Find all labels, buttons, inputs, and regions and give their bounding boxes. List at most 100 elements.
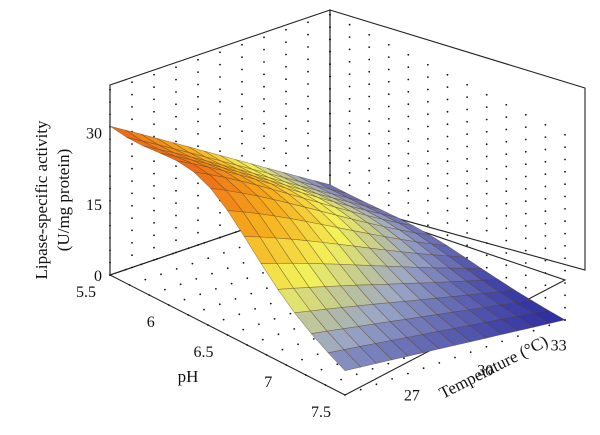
grid-dot <box>368 169 371 172</box>
grid-dot <box>263 159 265 162</box>
grid-dot <box>285 28 287 31</box>
grid-dot <box>368 33 371 36</box>
grid-dot <box>131 106 133 108</box>
grid-dot <box>131 229 133 232</box>
grid-dot <box>263 73 265 76</box>
grid-dot <box>172 252 174 255</box>
grid-dot <box>179 283 182 286</box>
grid-dot <box>297 343 299 346</box>
grid-dot <box>285 41 287 43</box>
grid-dot <box>505 140 508 143</box>
grid-dot <box>544 185 547 188</box>
grid-dot <box>466 195 468 197</box>
grid-dot <box>329 125 331 127</box>
grid-dot <box>505 276 508 279</box>
temperature-axis-ticks: 27 30 33 <box>404 337 567 404</box>
grid-dot <box>485 168 488 170</box>
grid-dot <box>241 155 243 157</box>
grid-dot <box>153 110 155 113</box>
grid-dot <box>505 227 508 230</box>
grid-dot <box>153 86 155 88</box>
grid-dot <box>285 78 287 81</box>
grid-dot <box>485 118 488 121</box>
grid-dot <box>348 48 351 51</box>
grid-dot <box>407 152 410 155</box>
grid-dot <box>368 58 371 61</box>
grid-dot <box>446 197 449 200</box>
grid-dot <box>466 232 468 234</box>
grid-dot <box>387 179 390 182</box>
grid-dot <box>505 252 508 254</box>
grid-dot <box>505 202 508 205</box>
grid-dot <box>273 318 276 320</box>
grid-dot <box>219 137 221 140</box>
grid-dot <box>234 298 237 300</box>
ph-tick-label: 6 <box>147 314 155 331</box>
grid-dot <box>466 120 468 123</box>
grid-dot <box>197 219 199 222</box>
grid-dot <box>131 167 133 170</box>
grid-dot <box>505 103 508 106</box>
grid-dot <box>197 83 199 86</box>
grid-dot <box>427 212 429 214</box>
grid-dot <box>454 356 456 359</box>
grid-dot <box>564 146 566 149</box>
grid-dot <box>564 294 566 297</box>
grid-dot <box>203 242 206 244</box>
surface-cell <box>327 349 362 372</box>
grid-dot <box>446 234 449 237</box>
grid-dot <box>387 43 390 46</box>
grid-dot <box>466 133 468 136</box>
grid-dot <box>564 257 566 260</box>
grid-dot <box>191 262 194 265</box>
grid-dot <box>250 292 253 295</box>
grid-dot <box>197 231 199 234</box>
grid-dot <box>329 50 331 53</box>
grid-dot <box>427 125 429 128</box>
grid-dot <box>277 333 280 336</box>
grid-dot <box>219 63 221 66</box>
grid-dot <box>241 118 243 120</box>
grid-dot <box>505 165 508 168</box>
grid-dot <box>307 132 309 135</box>
grid-dot <box>348 36 351 38</box>
grid-dot <box>329 26 331 28</box>
grid-dot <box>446 222 449 224</box>
grid-dot <box>197 108 199 111</box>
response-surface <box>109 125 566 372</box>
grid-dot <box>307 70 309 73</box>
right-back-wall <box>329 9 586 271</box>
grid-dot <box>263 98 265 100</box>
grid-dot <box>544 123 547 126</box>
grid-dot <box>348 110 351 113</box>
grid-dot <box>263 48 265 51</box>
grid-dot <box>466 182 468 185</box>
grid-dot <box>387 56 390 58</box>
grid-dot <box>329 112 331 115</box>
grid-dot <box>144 278 147 281</box>
grid-dot <box>422 367 425 370</box>
grid-dot <box>329 100 331 103</box>
grid-dot <box>307 169 309 172</box>
grid-dot <box>307 144 309 147</box>
grid-dot <box>387 130 390 133</box>
grid-dot <box>348 122 351 125</box>
grid-dot <box>407 66 410 68</box>
ph-tick-label: 7.5 <box>311 404 331 421</box>
grid-dot <box>307 58 309 61</box>
grid-dot <box>368 95 371 98</box>
grid-dot <box>307 107 309 110</box>
grid-dot <box>544 259 547 262</box>
ph-axis-ticks: 5.5 6 6.5 7 7.5 <box>76 284 331 421</box>
grid-dot <box>564 195 566 198</box>
grid-dot <box>241 43 243 46</box>
grid-dot <box>175 103 177 106</box>
grid-dot <box>501 340 503 343</box>
grid-dot <box>285 53 287 56</box>
grid-dot <box>446 73 449 76</box>
grid-dot <box>241 93 243 96</box>
grid-dot <box>131 254 133 257</box>
grid-dot <box>544 284 547 287</box>
grid-dot <box>203 308 205 311</box>
grid-dot <box>285 115 287 118</box>
